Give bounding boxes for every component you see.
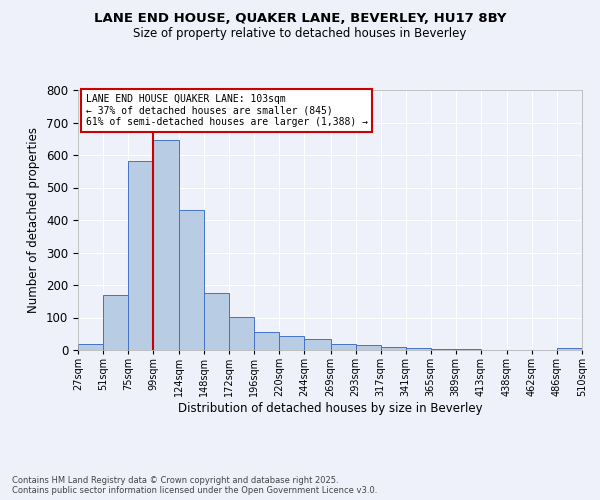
Bar xyxy=(78,344,103,350)
Bar xyxy=(557,348,582,350)
Bar xyxy=(128,160,153,350)
Bar xyxy=(356,345,380,350)
Bar xyxy=(103,296,128,350)
Bar xyxy=(179,210,204,350)
Bar xyxy=(254,332,280,350)
X-axis label: Distribution of detached houses by size in Beverley: Distribution of detached houses by size … xyxy=(178,402,482,415)
Bar xyxy=(431,349,456,350)
Bar xyxy=(406,348,431,350)
Text: LANE END HOUSE QUAKER LANE: 103sqm
← 37% of detached houses are smaller (845)
61: LANE END HOUSE QUAKER LANE: 103sqm ← 37%… xyxy=(86,94,368,127)
Bar xyxy=(304,340,331,350)
Bar xyxy=(204,293,229,350)
Bar xyxy=(380,347,406,350)
Bar xyxy=(331,344,356,350)
Text: Size of property relative to detached houses in Beverley: Size of property relative to detached ho… xyxy=(133,28,467,40)
Bar xyxy=(229,316,254,350)
Text: LANE END HOUSE, QUAKER LANE, BEVERLEY, HU17 8BY: LANE END HOUSE, QUAKER LANE, BEVERLEY, H… xyxy=(94,12,506,26)
Bar xyxy=(153,140,179,350)
Bar xyxy=(280,336,304,350)
Y-axis label: Number of detached properties: Number of detached properties xyxy=(28,127,40,313)
Text: Contains HM Land Registry data © Crown copyright and database right 2025.
Contai: Contains HM Land Registry data © Crown c… xyxy=(12,476,377,495)
